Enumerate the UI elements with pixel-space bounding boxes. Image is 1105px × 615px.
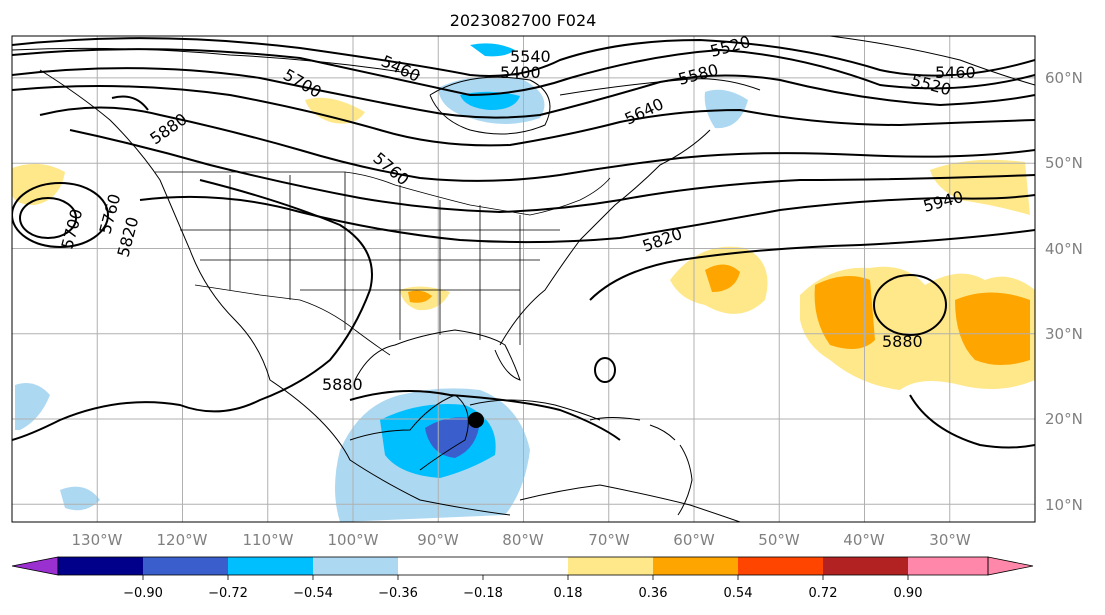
- contour-label-5540: 5540: [510, 47, 551, 66]
- map-frame: [11, 35, 1036, 523]
- lon-tick-100w: 100°W: [328, 531, 379, 549]
- colorbar-tick-9: 0.72: [809, 586, 838, 601]
- coast-gulf: [354, 329, 521, 381]
- colorbar-tick-5: −0.18: [463, 586, 503, 601]
- colorbar-bin-10: [823, 557, 908, 575]
- colorbar-extend-max: [987, 556, 1034, 576]
- longitude-ticks: 130°W 120°W 110°W 100°W 90°W 80°W 70°W 6…: [72, 531, 971, 549]
- lon-tick-60w: 60°W: [673, 531, 715, 549]
- coast-cuba: [469, 399, 601, 421]
- lon-tick-50w: 50°W: [758, 531, 800, 549]
- lon-tick-80w: 80°W: [502, 531, 544, 549]
- contour-5880-atl: [589, 229, 1035, 301]
- colorbar: −0.90 −0.72 −0.54 −0.36 −0.18 0.18 0.36 …: [11, 556, 1034, 601]
- storm-center-marker: [468, 412, 484, 428]
- coast-hispaniola: [589, 417, 676, 441]
- colorbar-tick-10: 0.90: [894, 586, 923, 601]
- coast-south-america: [519, 484, 741, 522]
- contour-5820: [139, 194, 1035, 244]
- coast-canada-north: [12, 47, 761, 96]
- map-panel: 5460 5520 5540 5580 5640 5700 5760 5820 …: [12, 36, 1035, 522]
- contour-ridge-east: [909, 394, 1035, 449]
- shade-east-patch: [930, 159, 1030, 215]
- contour-5520: [12, 48, 1035, 97]
- contour-label-5880-c: 5880: [882, 332, 923, 351]
- colorbar-tick-8: 0.54: [724, 586, 753, 601]
- colorbar-tick-4: −0.36: [378, 586, 418, 601]
- colorbar-tick-marks: [142, 575, 909, 580]
- lon-tick-130w: 130°W: [72, 531, 123, 549]
- colorbar-bin-7: [568, 557, 653, 575]
- lat-tick-10n: 10°N: [1045, 496, 1083, 514]
- shade-pacific-nw: [12, 163, 65, 205]
- colorbar-bin-6: [483, 557, 568, 575]
- colorbar-tick-1: −0.90: [123, 586, 163, 601]
- lon-tick-120w: 120°W: [157, 531, 208, 549]
- colorbar-tick-2: −0.72: [208, 586, 248, 601]
- border-us-canada: [155, 171, 611, 216]
- contour-5700: [39, 106, 1035, 182]
- contour-5760: [69, 129, 1035, 214]
- colorbar-extend-min: [11, 556, 59, 576]
- lat-tick-20n: 20°N: [1045, 410, 1083, 428]
- colorbar-frame: [57, 556, 989, 576]
- shade-atlantic-west-core: [705, 264, 740, 292]
- shade-atlantic-east-core: [814, 276, 875, 349]
- contour-label-5400: 5400: [500, 63, 541, 82]
- border-us-mexico: [194, 284, 391, 356]
- lon-tick-30w: 30°W: [929, 531, 971, 549]
- lat-tick-60n: 60°N: [1045, 69, 1083, 87]
- colorbar-bin-8: [653, 557, 738, 575]
- colorbar-bin-11: [908, 557, 988, 575]
- contour-5880-south: [349, 390, 621, 441]
- contour-5460: [12, 37, 1035, 77]
- contour-low-pacific-inner: [19, 197, 77, 239]
- lat-tick-40n: 40°N: [1045, 240, 1083, 258]
- contour-low-pacific: [12, 182, 109, 248]
- shade-atlantic-far-east-core: [955, 292, 1030, 365]
- colorbar-bin-5: [398, 557, 483, 575]
- shade-hudson-core: [460, 91, 520, 110]
- contour-5580: [12, 67, 1035, 119]
- shade-arctic: [470, 43, 515, 57]
- lon-tick-110w: 110°W: [243, 531, 294, 549]
- height-contours: [12, 37, 1035, 449]
- lat-tick-50n: 50°N: [1045, 154, 1083, 172]
- lon-tick-90w: 90°W: [417, 531, 459, 549]
- colorbar-bin-2: [143, 557, 228, 575]
- coast-atlantic-us: [499, 129, 711, 346]
- colorbar-tick-3: −0.54: [293, 586, 333, 601]
- contour-5640: [12, 85, 1035, 147]
- colorbar-tick-6: 0.18: [554, 586, 583, 601]
- colorbar-bin-1: [58, 557, 143, 575]
- lon-tick-70w: 70°W: [588, 531, 630, 549]
- latitude-ticks: 60°N 50°N 40°N 30°N 20°N 10°N: [1045, 69, 1083, 514]
- colorbar-tick-7: 0.36: [639, 586, 668, 601]
- colorbar-bin-4: [313, 557, 398, 575]
- contour-small-high: [594, 357, 616, 383]
- contour-label-5880-b: 5880: [322, 375, 363, 394]
- coastlines: [12, 36, 1035, 522]
- shade-canada-west: [305, 97, 365, 124]
- coast-antilles: [677, 444, 693, 516]
- lat-tick-30n: 30°N: [1045, 325, 1083, 343]
- political-borders: [155, 171, 611, 356]
- shade-pacific-w: [15, 382, 50, 430]
- shade-texas-core: [408, 290, 432, 303]
- colorbar-bin-3: [228, 557, 313, 575]
- shade-labrador: [704, 89, 748, 129]
- contour-5880-main: [12, 179, 373, 441]
- contour-label-5460-b: 5460: [935, 63, 976, 82]
- coast-greenland: [829, 36, 1035, 86]
- lon-tick-40w: 40°W: [843, 531, 885, 549]
- map-title: 2023082700 F024: [450, 11, 597, 30]
- colorbar-bin-9: [738, 557, 823, 575]
- contour-arc-pacific: [111, 95, 149, 111]
- coast-hudson: [429, 76, 551, 135]
- positive-anomaly-shading: [12, 97, 1035, 390]
- contour-high-atlantic: [873, 274, 947, 336]
